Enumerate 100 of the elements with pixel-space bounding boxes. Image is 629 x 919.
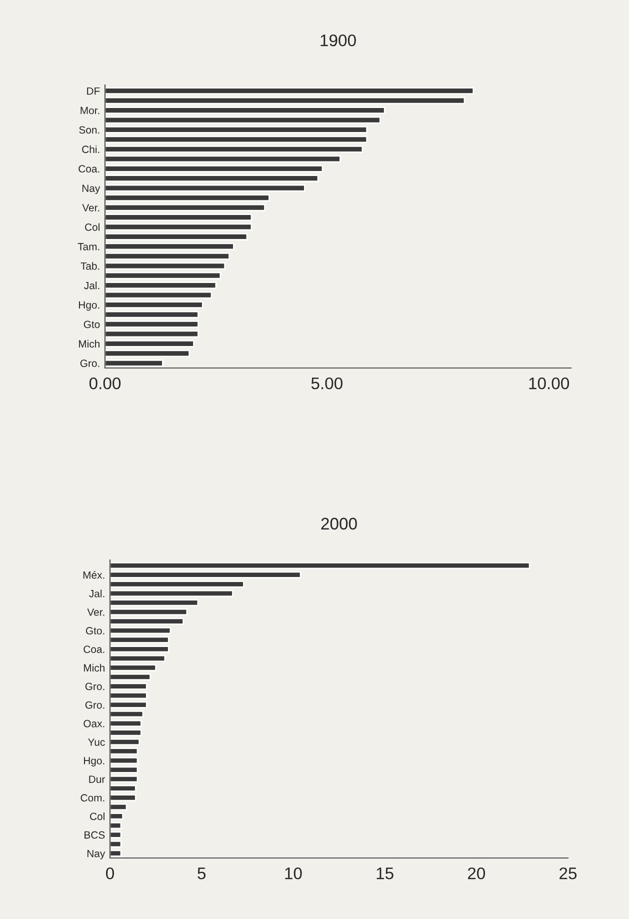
bar [110, 766, 138, 774]
bar [105, 87, 474, 95]
bar [105, 282, 217, 290]
bar [105, 350, 190, 358]
y-tick-label: Nay [82, 184, 100, 194]
bar [105, 233, 248, 240]
bar [105, 262, 226, 270]
bar [110, 664, 156, 672]
x-tick-label: 5.00 [311, 377, 342, 390]
bar [110, 784, 136, 792]
y-tick-label: Méx. [83, 570, 104, 579]
bar [110, 822, 122, 830]
x-tick-label: 20 [468, 867, 486, 880]
y-tick-label: Gro. [85, 701, 104, 709]
bar [105, 310, 199, 318]
y-tick-label: Chi. [82, 145, 100, 154]
x-tick-label: 10 [285, 867, 302, 880]
bar [110, 756, 138, 764]
y-tick-label: Ver. [87, 608, 104, 616]
bar [110, 710, 144, 718]
bar [110, 692, 148, 700]
y-tick-label: Gto [84, 320, 100, 328]
bar [105, 214, 252, 221]
bar [110, 840, 122, 848]
bar [110, 720, 142, 727]
bar [105, 340, 194, 348]
bar [105, 106, 386, 114]
y-tick-label: Son. [79, 126, 100, 134]
y-tick-label: Jal. [89, 590, 104, 598]
bar [105, 320, 199, 328]
y-tick-label: Coa. [84, 646, 104, 653]
x-tick-label: 10.00 [529, 377, 570, 390]
bar [105, 301, 204, 308]
bar [105, 223, 252, 231]
x-tick-label: 5 [198, 868, 206, 880]
bar [110, 803, 128, 811]
bar [105, 116, 381, 124]
bar [110, 776, 138, 783]
bar [110, 794, 136, 802]
y-tick-label: Mich [79, 340, 100, 348]
bar [110, 590, 234, 597]
x-tick-label: 0.00 [89, 377, 121, 390]
x-tick-label: 0 [106, 867, 114, 880]
y-tick-label: DF [87, 87, 100, 95]
bar [110, 682, 148, 690]
y-tick-label: Gto. [86, 627, 104, 634]
bar [110, 599, 199, 606]
y-tick-label: Tab. [80, 262, 100, 270]
bar [110, 571, 302, 578]
bar [105, 155, 341, 163]
bar [110, 580, 244, 588]
bar [110, 748, 138, 755]
bar [105, 252, 230, 260]
y-tick-label: Jal. [84, 282, 100, 290]
bar [110, 654, 166, 662]
y-tick-label: Hgo. [78, 301, 100, 311]
bar [110, 738, 140, 746]
bar [110, 701, 148, 708]
bar [110, 729, 142, 736]
y-tick-label: Gro. [80, 360, 100, 368]
x-tick-label: 15 [376, 868, 394, 880]
bar [105, 164, 324, 172]
bar [105, 126, 368, 134]
y-tick-label: Mich [84, 664, 104, 672]
bar [110, 673, 151, 681]
bar [110, 850, 122, 857]
chart-title: 2000 [321, 518, 357, 530]
y-tick-label: Ver. [82, 204, 100, 212]
bar [105, 359, 164, 367]
y-tick-label: Dur [89, 776, 105, 783]
bar [110, 831, 122, 838]
y-tick-label: Nay [87, 850, 106, 860]
y-tick-label: Gro. [85, 682, 104, 690]
bar [110, 646, 170, 653]
bar [110, 626, 172, 634]
y-tick-label: Col [90, 812, 104, 820]
bar [110, 618, 184, 625]
bar [105, 194, 270, 202]
y-tick-label: Oax. [84, 720, 104, 728]
y-tick-label: Hgo. [84, 757, 104, 766]
y-tick-label: Mor. [80, 106, 100, 114]
y-tick-label: Col [85, 223, 100, 231]
bar [110, 562, 530, 570]
bar [105, 96, 466, 104]
bar [105, 242, 234, 250]
bar [110, 812, 124, 820]
bar [105, 291, 212, 299]
bar [105, 145, 364, 153]
bar [105, 136, 368, 144]
bar [110, 608, 188, 616]
chart-title: 1900 [320, 34, 356, 46]
x-tick-label: 25 [560, 867, 577, 880]
bar [105, 174, 319, 182]
y-tick-label: Yuc [88, 738, 105, 746]
bar [105, 184, 306, 192]
bar [105, 204, 266, 212]
y-tick-label: Com. [80, 794, 104, 802]
bar [110, 636, 170, 644]
bar [105, 330, 199, 338]
y-tick-label: BCS [84, 831, 105, 839]
